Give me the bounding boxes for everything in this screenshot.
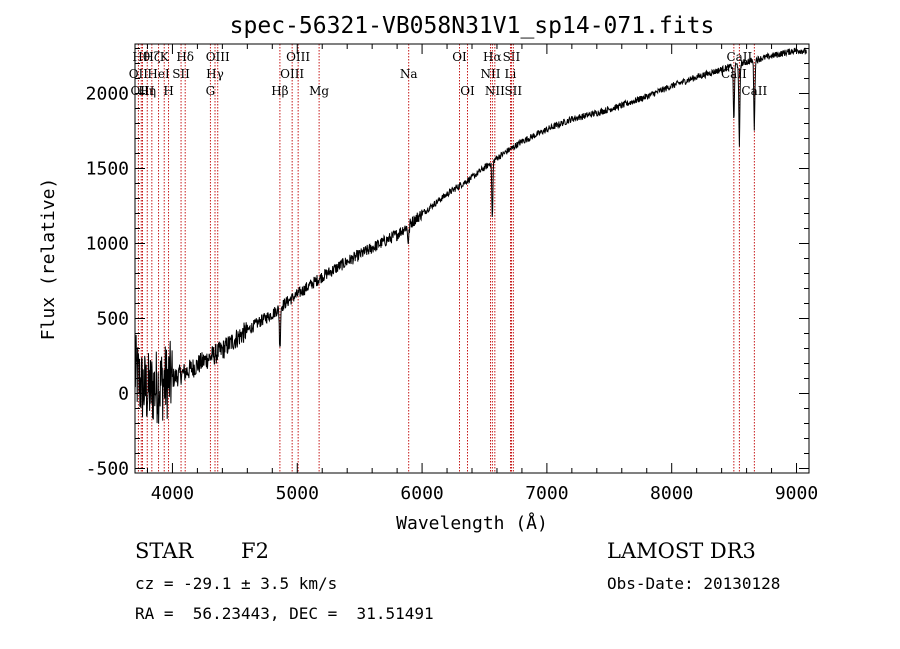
velocity-readout: cz = -29.1 ± 3.5 km/s	[135, 574, 338, 593]
y-axis-label: Flux (relative)	[38, 178, 59, 341]
spectral-line-label: Hη	[138, 84, 156, 98]
spectral-line-label: NII	[480, 67, 500, 81]
spectral-line-label: Na	[400, 67, 418, 81]
spectral-line-label: SII	[503, 50, 521, 64]
spectrum-line	[134, 45, 807, 424]
x-tick-label: 8000	[650, 483, 693, 504]
spectral-line-label: K	[160, 50, 170, 64]
obs-date: Obs-Date: 20130128	[607, 574, 781, 593]
y-tick-label: 2000	[86, 84, 129, 105]
spectral-line-label: OI	[452, 50, 467, 64]
x-tick-label: 6000	[400, 483, 443, 504]
spectrum-layer	[134, 45, 807, 424]
spectral-line-label: Hβ	[271, 84, 288, 98]
spectral-line-label: OIII	[130, 84, 154, 98]
y-tick-label: 1000	[86, 234, 129, 255]
object-class: STAR	[135, 539, 194, 563]
chart-title: spec-56321-VB058N31V1_sp14-071.fits	[230, 13, 715, 39]
axis-ticks-layer: 4000 5000 6000 7000 8000 9000 -500 0 500 1000 1500…	[86, 44, 818, 504]
spectral-line-label: OIII	[280, 67, 304, 81]
spectral-line-label: Li	[505, 67, 517, 81]
x-axis-label: Wavelength (Å)	[396, 512, 548, 534]
spectral-line-label: Hδ	[176, 50, 194, 64]
x-tick-label: 4000	[151, 483, 194, 504]
spectral-line-label: SII	[504, 84, 522, 98]
y-tick-label: -500	[86, 459, 129, 480]
y-tick-label: 0	[118, 384, 129, 405]
spectral-line-label: OIII	[286, 50, 310, 64]
spectral-line-label: H	[163, 84, 173, 98]
spectral-line-label: SII	[172, 67, 190, 81]
x-tick-label: 5000	[276, 483, 319, 504]
y-tick-label: 1500	[86, 159, 129, 180]
y-tick-label: 500	[96, 309, 129, 330]
spectral-line-label: Hζ	[143, 50, 160, 64]
coordinates: RA = 56.23443, DEC = 31.51491	[135, 604, 434, 623]
spectral-line-label: Hγ	[206, 67, 224, 81]
spectral-line-label: HeI	[147, 67, 170, 81]
spectral-line-label: OIII	[206, 50, 230, 64]
spectral-line-label: Mg	[309, 84, 329, 98]
spectral-line-label: OII	[129, 67, 149, 81]
spectral-line-label: CaII	[741, 84, 767, 98]
spectral-line-label: Hα	[483, 50, 502, 64]
spectral-line-label: OI	[460, 84, 475, 98]
spectral-line-label: NII	[485, 84, 505, 98]
plot-frame	[134, 43, 810, 474]
spectral-lines-layer: HθOIIOIIIHηHζHeIKHSIIHδGHγOIIIHβOIIIOIII…	[129, 44, 767, 473]
x-tick-label: 7000	[525, 483, 568, 504]
x-tick-label: 9000	[775, 483, 818, 504]
spectral-line-label: G	[206, 84, 216, 98]
spectral-line-label: Hθ	[132, 50, 150, 64]
object-subclass: F2	[241, 539, 269, 563]
survey-name: LAMOST DR3	[607, 539, 756, 563]
